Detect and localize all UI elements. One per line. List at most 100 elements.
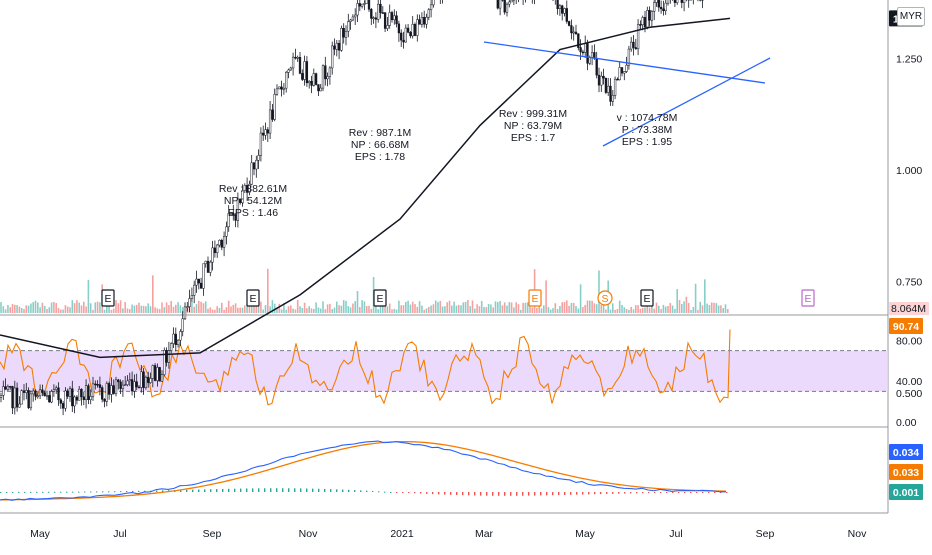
currency-selector[interactable]: MYR (897, 7, 925, 26)
volume-bar (504, 302, 506, 313)
volume-bar (633, 309, 635, 313)
event-marker-label: E (249, 293, 256, 305)
event-marker[interactable]: E (102, 290, 114, 306)
candle (642, 17, 644, 24)
volume-bar (610, 310, 612, 313)
volume-bar (113, 309, 115, 313)
candle (88, 386, 90, 400)
event-marker[interactable]: E (641, 290, 653, 306)
volume-bar (683, 301, 685, 313)
candle (396, 16, 398, 24)
candle (653, 2, 655, 11)
volume-bar (458, 305, 460, 313)
candle (295, 57, 297, 58)
volume-bar (591, 301, 593, 313)
volume-bar (173, 307, 175, 313)
macd-histogram-bar (66, 492, 67, 493)
macd-histogram-bar (138, 491, 139, 492)
volume-bar (331, 309, 333, 313)
candle (311, 81, 313, 85)
candle (338, 43, 340, 50)
candle (656, 0, 658, 2)
candle (400, 33, 402, 40)
rsi-value-tag: 90.74 (889, 318, 923, 334)
candle (173, 334, 175, 344)
candle (140, 372, 142, 388)
volume-bar (44, 306, 46, 313)
volume-bar (354, 301, 356, 313)
candle (117, 380, 119, 382)
volume-bar (456, 306, 458, 313)
volume-bar (400, 305, 402, 313)
candle (511, 0, 513, 2)
candle (644, 17, 646, 27)
candle (497, 0, 499, 8)
macd-histogram-bar (474, 492, 475, 495)
volume-bar (435, 300, 437, 313)
time-axis-tick: Sep (756, 528, 775, 540)
event-marker[interactable]: E (247, 290, 259, 306)
candle (85, 386, 87, 400)
volume-bar (440, 301, 442, 313)
volume-bar (242, 308, 244, 313)
volume-bar (492, 307, 494, 313)
volume-bar (621, 305, 623, 313)
candle (42, 390, 44, 393)
candle (313, 74, 315, 86)
candle (157, 367, 159, 380)
volume-bar (532, 307, 534, 313)
volume-bar (78, 303, 80, 313)
volume-bar (9, 307, 11, 313)
candle (610, 86, 612, 101)
event-marker-label: E (804, 293, 811, 305)
macd-histogram-bar (324, 489, 325, 492)
candle (258, 155, 260, 160)
volume-bar (704, 279, 706, 313)
event-marker[interactable]: E (374, 290, 386, 306)
time-axis-tick: Jul (113, 528, 126, 540)
macd-histogram-bar (72, 492, 73, 493)
candle (90, 396, 92, 399)
volume-bar (55, 303, 57, 313)
volume-bar (564, 302, 566, 313)
volume-bar (193, 307, 195, 313)
candle (154, 365, 156, 380)
candle (166, 350, 168, 362)
volume-bar (239, 308, 241, 313)
volume-bar (251, 307, 253, 313)
candle (359, 3, 361, 6)
candle (368, 0, 370, 9)
macd-histogram-bar (570, 492, 571, 495)
volume-bar (180, 305, 182, 313)
candle (589, 57, 591, 63)
candle (212, 248, 214, 262)
candle (161, 375, 163, 382)
candle (575, 32, 577, 34)
volume-bar (49, 307, 51, 313)
volume-bar (200, 302, 202, 313)
macd-histogram-bar (390, 492, 391, 493)
macd-histogram-bar (726, 492, 727, 493)
signal-value-tag: 0.033 (889, 464, 923, 480)
volume-bar (538, 306, 540, 313)
candle (331, 46, 333, 68)
event-marker[interactable]: S (598, 291, 612, 305)
macd-histogram-bar (84, 492, 85, 493)
candle (299, 57, 301, 73)
event-marker[interactable]: E (802, 290, 814, 306)
price-axis-tick: 0.500 (896, 388, 922, 400)
volume-bar (265, 305, 267, 313)
candle (607, 86, 609, 92)
candle (134, 382, 136, 391)
volume-bar (617, 309, 619, 313)
candle (209, 262, 211, 272)
macd-histogram-bar (222, 489, 223, 492)
candle (377, 4, 379, 19)
event-marker[interactable]: E (529, 290, 541, 306)
volume-bar (658, 306, 660, 313)
volume-bar (230, 306, 232, 313)
volume-bar (624, 307, 626, 313)
candle (25, 390, 27, 392)
